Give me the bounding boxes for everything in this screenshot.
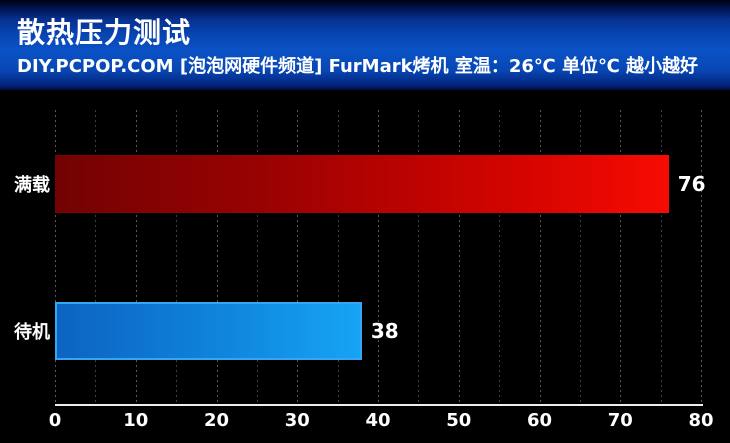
gridline-minor <box>256 110 258 404</box>
gridline-minor <box>660 110 662 404</box>
gridline-major <box>135 110 137 404</box>
x-tick-label: 70 <box>607 410 633 431</box>
bar-red <box>55 154 669 213</box>
gridline-major <box>55 110 56 404</box>
bar-blue <box>55 301 362 360</box>
plot-area: 满载 76 待机 38 0 10 20 30 40 50 60 70 80 <box>14 110 714 431</box>
gridline-minor <box>176 110 178 404</box>
x-tick-label: 60 <box>526 410 553 431</box>
chart-title: 散热压力测试 <box>17 16 192 49</box>
gridline-major <box>378 110 379 404</box>
gridline-minor <box>337 110 339 404</box>
x-tick-label: 30 <box>284 410 310 431</box>
gridline-minor <box>418 110 420 404</box>
x-tick-label: 20 <box>203 410 230 431</box>
gridline-minor <box>579 110 581 404</box>
x-axis-line <box>55 404 703 406</box>
chart-header: 散热压力测试 DIY.PCPOP.COM [泡泡网硬件频道] FurMark烤机… <box>0 0 730 90</box>
bar-value-label: 76 <box>677 171 706 196</box>
x-tick-label: 10 <box>123 410 149 431</box>
x-tick-label: 0 <box>48 410 62 431</box>
x-tick-label: 40 <box>365 410 391 431</box>
gridline-major <box>539 110 541 404</box>
gridline-minor <box>499 110 501 404</box>
chart-subtitle: DIY.PCPOP.COM [泡泡网硬件频道] FurMark烤机 室温：26℃… <box>17 56 699 77</box>
gridline-minor <box>95 110 97 404</box>
gridline-major <box>458 110 460 404</box>
bar-value-label: 38 <box>370 318 399 343</box>
x-tick-label: 80 <box>688 410 714 431</box>
x-tick-label: 50 <box>446 410 472 431</box>
gridline-major <box>297 110 299 404</box>
gridline-major <box>216 110 218 404</box>
gridline-major <box>620 110 622 404</box>
gridline-major <box>701 110 702 404</box>
bar-category-label: 满载 <box>14 174 50 196</box>
bar-category-label: 待机 <box>14 321 50 343</box>
